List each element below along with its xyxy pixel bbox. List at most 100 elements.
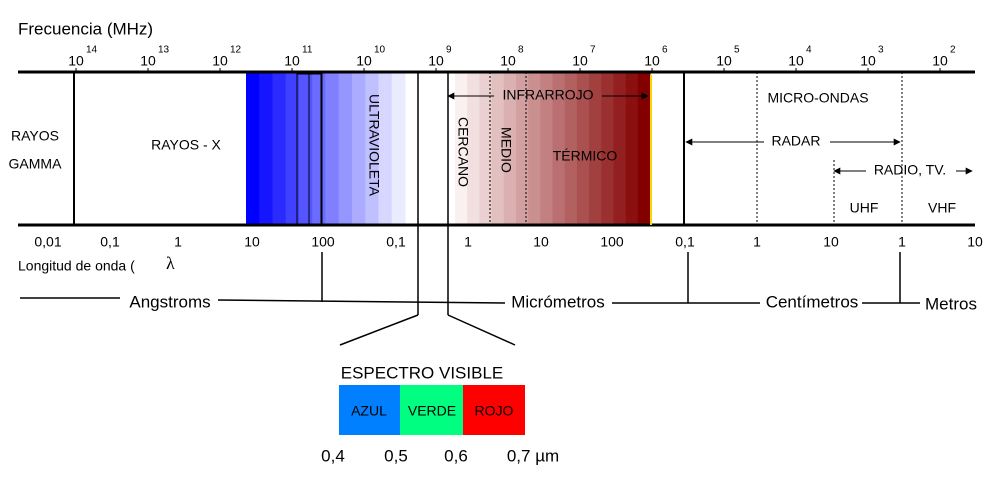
uv-stripe bbox=[285, 73, 300, 224]
freq-tick-base: 10 bbox=[68, 53, 84, 69]
uv-stripe bbox=[325, 73, 340, 224]
freq-tick-base: 10 bbox=[716, 53, 732, 69]
ir-stripe bbox=[528, 73, 541, 224]
freq-tick-exp: 14 bbox=[86, 45, 98, 56]
band-label: AZUL bbox=[351, 403, 387, 419]
freq-tick-exp: 9 bbox=[446, 45, 452, 56]
visible-title: ESPECTRO VISIBLE bbox=[341, 363, 504, 382]
label: INFRARROJO bbox=[503, 87, 594, 103]
label: CERCANO bbox=[455, 117, 471, 187]
freq-tick-exp: 8 bbox=[518, 45, 524, 56]
visible-tick: 0,5 bbox=[384, 446, 408, 465]
color-bands bbox=[246, 73, 651, 224]
wave-tick: 1 bbox=[753, 234, 761, 250]
wave-tick: 10 bbox=[967, 234, 983, 250]
ir-stripe bbox=[625, 73, 639, 224]
green-band bbox=[400, 385, 463, 435]
ir-stripe bbox=[576, 73, 590, 224]
label: RAYOS - X bbox=[151, 137, 221, 153]
label: MICRO-ONDAS bbox=[767, 90, 868, 106]
label: RAYOS bbox=[11, 128, 59, 144]
wave-tick: 1 bbox=[464, 234, 472, 250]
unit: Angstroms bbox=[129, 292, 210, 311]
label: UHF bbox=[850, 200, 879, 216]
wave-tick: 0,1 bbox=[100, 234, 120, 250]
freq-tick-exp: 5 bbox=[734, 45, 740, 56]
freq-tick-exp: 13 bbox=[158, 45, 170, 56]
band-label: VERDE bbox=[408, 403, 456, 419]
visible-tick: 0,7 µm bbox=[507, 446, 559, 465]
wave-tick: 1 bbox=[174, 234, 182, 250]
wave-tick: 0,1 bbox=[386, 234, 406, 250]
uv-stripe bbox=[272, 73, 287, 224]
uv-stripe bbox=[338, 73, 353, 224]
ir-stripe bbox=[479, 73, 493, 224]
ir-stripe bbox=[552, 73, 566, 224]
red-band bbox=[463, 385, 525, 435]
ir-stripe bbox=[491, 73, 505, 224]
wave-tick: 0,01 bbox=[34, 234, 61, 250]
blue-band bbox=[339, 385, 400, 435]
freq-tick-base: 10 bbox=[788, 53, 804, 69]
wave-tick: 100 bbox=[600, 234, 624, 250]
layout-lines bbox=[18, 70, 975, 346]
ir-stripe bbox=[564, 73, 578, 224]
freq-tick-exp: 2 bbox=[950, 45, 956, 56]
freq-tick-base: 10 bbox=[572, 53, 588, 69]
freq-tick-base: 10 bbox=[212, 53, 228, 69]
ir-stripe bbox=[467, 73, 480, 224]
ir-stripe bbox=[455, 73, 468, 224]
uv-stripe bbox=[312, 73, 326, 224]
freq-tick-exp: 11 bbox=[302, 45, 313, 56]
ir-stripe bbox=[601, 73, 614, 224]
uv-stripe bbox=[259, 73, 273, 224]
label: GAMMA bbox=[9, 156, 63, 172]
ir-stripe bbox=[589, 73, 602, 224]
freq-tick-base: 10 bbox=[140, 53, 156, 69]
wave-label: Longitud de onda ( bbox=[18, 258, 135, 274]
label: VHF bbox=[928, 200, 956, 216]
uv-stripe bbox=[352, 73, 366, 224]
uv-stripe bbox=[391, 73, 406, 224]
label: ULTRAVIOLETA bbox=[366, 94, 382, 197]
wave-tick: 0,1 bbox=[675, 234, 695, 250]
freq-tick-exp: 7 bbox=[590, 45, 596, 56]
uv-stripe bbox=[299, 73, 313, 224]
label: MEDIO bbox=[498, 127, 514, 173]
wave-tick: 10 bbox=[823, 234, 839, 250]
ir-stripe bbox=[540, 73, 553, 224]
freq-tick-base: 10 bbox=[860, 53, 876, 69]
freq-tick-base: 10 bbox=[500, 53, 516, 69]
ir-stripe bbox=[503, 73, 517, 224]
freq-tick-exp: 4 bbox=[806, 45, 812, 56]
uv-stripe bbox=[378, 73, 393, 224]
freq-tick-exp: 12 bbox=[230, 45, 242, 56]
label: TÉRMICO bbox=[553, 148, 618, 164]
lambda: λ bbox=[166, 253, 175, 273]
uv-stripe bbox=[365, 73, 379, 224]
visible-tick: 0,4 bbox=[321, 446, 345, 465]
freq-tick-base: 10 bbox=[428, 53, 444, 69]
freq-tick-base: 10 bbox=[932, 53, 948, 69]
freq-tick-base: 10 bbox=[284, 53, 300, 69]
label: RADIO, TV. bbox=[874, 162, 946, 178]
wave-tick: 1 bbox=[898, 234, 906, 250]
freq-tick-exp: 6 bbox=[662, 45, 668, 56]
freq-tick-exp: 10 bbox=[374, 45, 386, 56]
unit: Centímetros bbox=[766, 292, 859, 311]
unit: Micrómetros bbox=[511, 292, 605, 311]
wave-tick: 100 bbox=[311, 234, 335, 250]
label: RADAR bbox=[771, 133, 820, 149]
ir-stripe bbox=[613, 73, 627, 224]
ir-stripe bbox=[515, 73, 529, 224]
title: Frecuencia (MHz) bbox=[18, 19, 153, 38]
wave-tick: 10 bbox=[533, 234, 549, 250]
unit: Metros bbox=[925, 294, 977, 313]
visible-tick: 0,6 bbox=[444, 446, 468, 465]
freq-tick-base: 10 bbox=[356, 53, 372, 69]
uv-stripe bbox=[246, 73, 260, 224]
freq-tick-exp: 3 bbox=[878, 45, 884, 56]
ir-stripe bbox=[637, 73, 651, 224]
wave-tick: 10 bbox=[244, 234, 260, 250]
